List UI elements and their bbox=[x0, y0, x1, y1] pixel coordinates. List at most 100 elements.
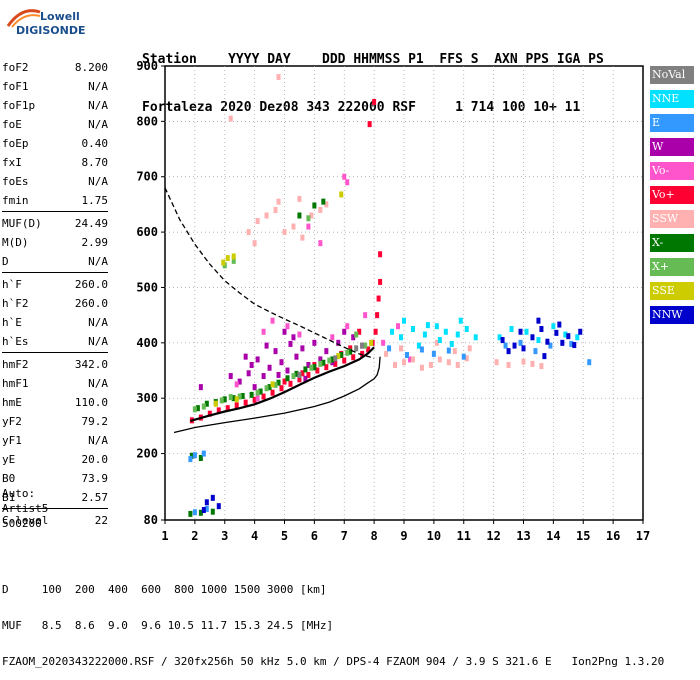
logo-line2: DIGISONDE bbox=[16, 24, 86, 37]
param-value: N/A bbox=[88, 377, 108, 390]
echo-point-vo- bbox=[372, 98, 377, 105]
echo-point-w bbox=[237, 378, 242, 385]
x-tick-label: 12 bbox=[486, 529, 500, 543]
echo-point-w bbox=[228, 373, 233, 380]
echo-point-x- bbox=[204, 400, 209, 407]
polarization-legend: NoVal NNE E W Vo- Vo+ SSW X- X+ SSE NNW bbox=[650, 66, 694, 330]
auto-label: Auto: bbox=[2, 487, 36, 500]
autoscaling-info: Auto: Artist5 500200 bbox=[2, 486, 48, 531]
x-tick-label: 5 bbox=[281, 529, 288, 543]
curve-muf bbox=[164, 187, 375, 359]
y-tick-label: 300 bbox=[136, 391, 158, 405]
echo-point-e bbox=[446, 347, 451, 354]
echo-point-e bbox=[518, 339, 523, 346]
echo-point-x- bbox=[273, 381, 278, 388]
echo-point-ssw bbox=[273, 206, 278, 213]
echo-point-vo- bbox=[342, 173, 347, 180]
echo-point-vo- bbox=[373, 328, 378, 335]
echo-point-x- bbox=[231, 257, 236, 264]
echo-point-ssw bbox=[255, 218, 260, 225]
echo-point-ssw bbox=[384, 350, 389, 357]
param-name: M(D) bbox=[2, 236, 29, 249]
echo-point-nne bbox=[524, 328, 529, 335]
echo-point-e bbox=[548, 342, 553, 349]
param-row: MUF(D) 24.49 bbox=[2, 214, 108, 233]
echo-point-x- bbox=[339, 352, 344, 359]
param-name: yE bbox=[2, 453, 16, 466]
echo-point-vo- bbox=[367, 121, 372, 128]
param-name: hmF2 bbox=[2, 358, 29, 371]
param-value: 8.70 bbox=[81, 156, 109, 169]
x-tick-label: 3 bbox=[221, 529, 228, 543]
param-separator bbox=[2, 272, 108, 273]
param-value: N/A bbox=[88, 99, 108, 112]
param-separator bbox=[2, 211, 108, 212]
echo-point-vo- bbox=[306, 371, 311, 378]
echo-point-x- bbox=[348, 348, 353, 355]
param-row: hmF1 N/A bbox=[2, 374, 108, 393]
footer-file: FZAOM_2020343222000.RSF / 320fx256h 50 k… bbox=[2, 655, 665, 668]
y-tick-label: 700 bbox=[136, 170, 158, 184]
echo-point-vo- bbox=[378, 278, 383, 285]
echo-point-x- bbox=[258, 388, 263, 395]
digisonde-logo: Lowell DIGISONDE bbox=[4, 6, 85, 46]
echo-point-w bbox=[198, 384, 203, 391]
echo-point-x- bbox=[189, 452, 194, 459]
echo-point-e bbox=[587, 359, 592, 366]
param-name: MUF(D) bbox=[2, 217, 42, 230]
echo-point-nne bbox=[443, 328, 448, 335]
param-value: 22 bbox=[94, 514, 108, 527]
echo-point-x- bbox=[222, 396, 227, 403]
echo-point-sse bbox=[234, 396, 239, 403]
param-row: h`F 260.0 bbox=[2, 275, 108, 294]
param-row: M(D) 2.99 bbox=[2, 233, 108, 252]
echo-point-vo- bbox=[288, 380, 293, 387]
param-name: foE bbox=[2, 118, 22, 131]
x-tick-label: 10 bbox=[427, 529, 441, 543]
param-row: yF2 79.2 bbox=[2, 412, 108, 431]
param-row: fmin 1.75 bbox=[2, 191, 108, 210]
echo-point-vo- bbox=[381, 339, 386, 346]
echo-point-nnw bbox=[536, 317, 541, 324]
header-values: Fortaleza 2020 Dez08 343 222000 RSF 1 71… bbox=[142, 100, 581, 115]
echo-point-vo- bbox=[225, 405, 230, 412]
echo-point-nne bbox=[390, 328, 395, 335]
param-name: hmE bbox=[2, 396, 22, 409]
echo-point-x- bbox=[195, 405, 200, 412]
echo-point-vo- bbox=[261, 393, 266, 400]
auto-program: Artist5 bbox=[2, 502, 49, 515]
echo-point-vo- bbox=[243, 399, 248, 406]
param-value: N/A bbox=[88, 255, 108, 268]
echo-point-e bbox=[503, 342, 508, 349]
echo-point-x- bbox=[276, 379, 281, 386]
echo-point-x- bbox=[267, 384, 272, 391]
echo-point-nnw bbox=[545, 338, 550, 345]
echo-point-nnw bbox=[566, 333, 571, 340]
echo-point-ssw bbox=[494, 359, 499, 366]
echo-point-w bbox=[318, 356, 323, 363]
echo-point-e bbox=[569, 340, 574, 347]
param-value: 20.0 bbox=[81, 453, 109, 466]
param-value: N/A bbox=[88, 434, 108, 447]
legend-item: NNE bbox=[650, 90, 694, 108]
x-tick-label: 9 bbox=[400, 529, 407, 543]
header-labels: Station YYYY DAY DDD HHMMSS P1 FFS S AXN… bbox=[142, 52, 604, 67]
param-row: B1 2.57 bbox=[2, 488, 108, 507]
legend-item: X- bbox=[650, 234, 694, 252]
x-tick-label: 16 bbox=[606, 529, 620, 543]
echo-point-e bbox=[419, 346, 424, 353]
echo-point-w bbox=[282, 328, 287, 335]
legend-item: Vo+ bbox=[650, 186, 694, 204]
param-row: B0 73.9 bbox=[2, 469, 108, 488]
echo-point-w bbox=[285, 367, 290, 374]
echo-point-x- bbox=[188, 510, 193, 517]
echo-point-nnw bbox=[578, 328, 583, 335]
echo-point-nnw bbox=[216, 503, 221, 510]
param-name: h`E bbox=[2, 316, 22, 329]
echo-point-x- bbox=[306, 215, 311, 222]
echo-point-nnw bbox=[506, 348, 511, 355]
param-separator bbox=[2, 508, 108, 509]
param-value: 342.0 bbox=[74, 358, 108, 371]
param-name: fxI bbox=[2, 156, 22, 169]
echo-point-x- bbox=[219, 397, 224, 404]
